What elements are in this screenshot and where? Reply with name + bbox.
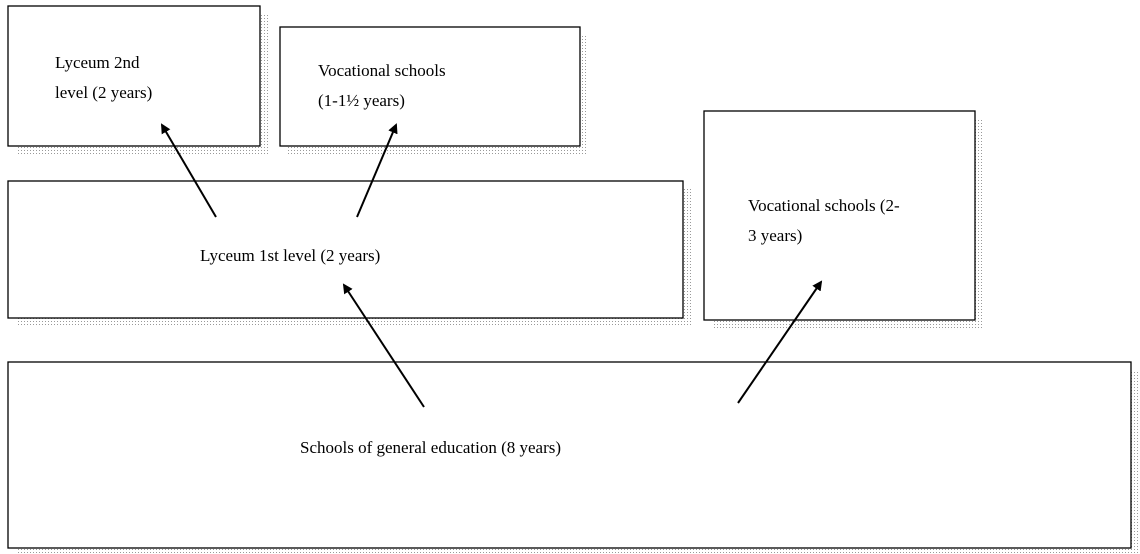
box [7, 180, 684, 319]
node-label: (1-1½ years) [318, 91, 405, 110]
box [279, 26, 581, 147]
node-label: 3 years) [748, 226, 802, 245]
node-label: Lyceum 1st level (2 years) [200, 246, 380, 265]
node: Schools of general education (8 years) [7, 361, 1139, 554]
arrow [160, 123, 217, 218]
box [7, 361, 1132, 549]
arrow [342, 283, 425, 408]
node-label: level (2 years) [55, 83, 152, 102]
box [703, 110, 976, 321]
node-label: Lyceum 2nd [55, 53, 140, 72]
node-label: Vocational schools [318, 61, 446, 80]
node: Lyceum 2nd level (2 years) [7, 5, 268, 154]
node: Vocational schools (2- 3 years) [703, 110, 983, 328]
node-label: Schools of general education (8 years) [300, 438, 561, 457]
node: Lyceum 1st level (2 years) [7, 180, 691, 326]
node-label: Vocational schools (2- [748, 196, 900, 215]
box [7, 5, 261, 147]
node: Vocational schools (1-1½ years) [279, 26, 588, 154]
arrow [356, 123, 398, 218]
arrow [737, 280, 823, 404]
